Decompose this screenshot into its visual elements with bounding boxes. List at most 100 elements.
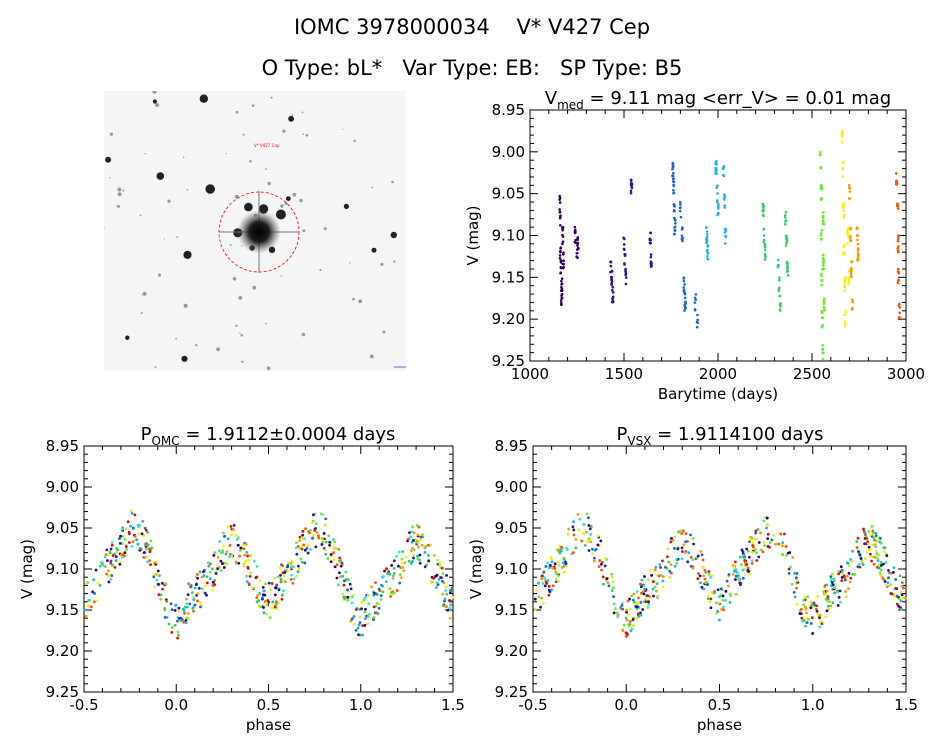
data-point (118, 560, 122, 564)
data-point (716, 609, 719, 613)
data-point (255, 575, 259, 579)
data-point (724, 229, 728, 232)
data-point (850, 308, 854, 311)
data-point (897, 604, 901, 608)
data-point (837, 572, 841, 576)
data-point (560, 289, 563, 292)
data-point (741, 576, 745, 580)
data-point (679, 200, 682, 204)
data-point (245, 574, 249, 578)
data-point (713, 591, 716, 595)
data-point (213, 578, 217, 582)
data-point (214, 572, 218, 575)
data-point (265, 601, 268, 605)
data-point (346, 588, 349, 592)
data-point (866, 542, 870, 546)
data-point (399, 576, 403, 580)
data-point (416, 533, 420, 537)
data-point (757, 555, 761, 559)
data-point (561, 227, 564, 231)
data-point (622, 236, 625, 240)
data-point (224, 552, 228, 556)
data-point (153, 585, 157, 589)
data-point (821, 264, 825, 268)
field-star (117, 187, 122, 192)
panel-title: POMC = 1.9112±0.0004 days (141, 424, 396, 448)
data-point (234, 560, 238, 564)
data-point (265, 603, 269, 607)
data-point (763, 244, 767, 247)
data-point (258, 579, 262, 583)
data-point (574, 241, 577, 244)
data-point (822, 262, 825, 265)
data-point (643, 587, 647, 591)
data-point (865, 538, 869, 542)
data-point (183, 605, 187, 609)
data-point (252, 559, 256, 563)
panel-title-main: P (141, 424, 152, 445)
data-point (777, 263, 780, 267)
data-point (322, 532, 326, 535)
data-point (870, 559, 873, 563)
data-point (559, 250, 562, 254)
data-point (337, 559, 341, 563)
data-point (575, 251, 579, 255)
data-point (703, 577, 707, 581)
data-point (807, 617, 811, 621)
data-point (671, 174, 674, 178)
data-point (450, 586, 454, 590)
data-point (322, 546, 326, 550)
data-point (820, 184, 823, 187)
data-point (415, 524, 419, 527)
data-point (343, 579, 346, 583)
data-point (208, 562, 212, 566)
data-point (628, 620, 632, 623)
data-point (125, 548, 129, 551)
data-point (576, 237, 579, 240)
data-point (827, 607, 831, 611)
data-point (239, 546, 243, 550)
data-point (124, 545, 128, 549)
data-point (243, 553, 247, 557)
data-point (806, 595, 810, 599)
data-point (554, 577, 558, 581)
data-point (123, 554, 126, 558)
data-point (244, 542, 248, 546)
field-star (267, 181, 271, 186)
data-point (829, 604, 833, 608)
data-point (834, 584, 838, 587)
data-point (841, 204, 845, 208)
data-point (851, 549, 854, 553)
data-point (849, 270, 853, 274)
data-point (582, 532, 585, 535)
data-point (825, 583, 829, 587)
data-point (290, 573, 294, 577)
data-point (296, 564, 300, 568)
data-point (329, 560, 333, 564)
data-point (381, 584, 384, 588)
data-point (696, 577, 700, 581)
data-point (803, 595, 807, 599)
data-point (337, 547, 341, 551)
data-point (194, 583, 198, 586)
data-point (777, 258, 780, 262)
data-point (203, 584, 207, 587)
data-point (560, 566, 564, 569)
data-point (558, 208, 561, 211)
data-point (783, 216, 787, 219)
data-point (108, 551, 112, 554)
data-point (779, 305, 782, 308)
field-star (241, 360, 244, 363)
data-point (274, 586, 278, 590)
data-point (564, 562, 568, 566)
data-point (637, 596, 640, 600)
data-point (159, 597, 163, 601)
data-point (681, 529, 685, 533)
data-point (279, 573, 282, 577)
data-point (185, 597, 188, 601)
data-point (377, 607, 381, 610)
data-point (417, 525, 421, 529)
data-point (768, 541, 772, 544)
data-point (169, 602, 173, 606)
data-point (173, 623, 177, 627)
